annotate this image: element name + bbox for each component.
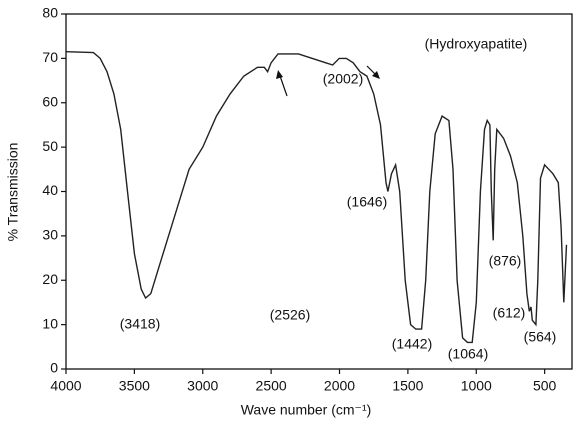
arrow-head (276, 70, 283, 79)
y-tick-label: 70 (42, 49, 58, 65)
y-tick-label: 10 (42, 315, 58, 331)
peak-label: (876) (489, 253, 522, 269)
y-tick-label: 20 (42, 271, 58, 287)
x-tick-label: 1000 (461, 378, 492, 394)
arrow-head (372, 71, 380, 79)
peak-label: (1442) (392, 336, 432, 352)
x-tick-label: 3500 (119, 378, 150, 394)
x-axis-title: Wave number (cm⁻¹) (241, 402, 372, 418)
peak-label: (564) (524, 329, 557, 345)
x-tick-label: 2500 (256, 378, 287, 394)
y-tick-label: 0 (50, 360, 58, 376)
peak-label: (612) (493, 305, 526, 321)
y-tick-label: 30 (42, 227, 58, 243)
peak-label: (2526) (270, 307, 310, 323)
y-tick-label: 50 (42, 138, 58, 154)
peak-label: (1646) (347, 194, 387, 210)
x-tick-label: 1500 (392, 378, 423, 394)
y-tick-label: 60 (42, 93, 58, 109)
peak-label: (3418) (120, 316, 160, 332)
x-tick-label: 3000 (187, 378, 218, 394)
sample-label: (Hydroxyapatite) (425, 36, 528, 52)
peak-label: (1064) (448, 346, 488, 362)
y-tick-label: 40 (42, 182, 58, 198)
x-tick-label: 2000 (324, 378, 355, 394)
peak-label: (2002) (323, 71, 363, 87)
y-axis-title: % Transmission (5, 143, 21, 242)
y-tick-label: 80 (42, 5, 58, 21)
x-tick-label: 4000 (50, 378, 81, 394)
x-tick-label: 500 (533, 378, 557, 394)
spectrum-line (65, 51, 568, 344)
